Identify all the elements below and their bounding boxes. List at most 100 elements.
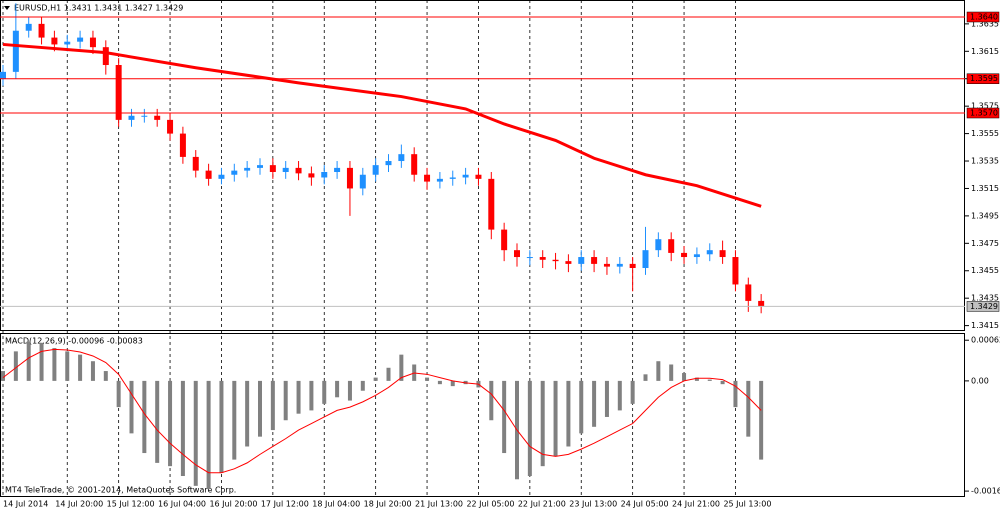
macd-bar <box>694 377 699 381</box>
macd-bar <box>206 380 211 490</box>
macd-bar <box>270 380 275 431</box>
candle-body <box>359 174 366 189</box>
candle-body <box>668 239 675 253</box>
candle-body <box>334 167 341 172</box>
macd-bar <box>65 351 70 381</box>
x-tick-label: 16 Jul 04:00 <box>158 500 206 509</box>
candle-body <box>603 263 610 267</box>
x-tick-label: 18 Jul 04:00 <box>312 500 360 509</box>
macd-bar <box>720 380 725 385</box>
macd-bar <box>309 380 314 411</box>
candle-body <box>565 261 572 264</box>
macd-bar <box>592 380 597 427</box>
macd-bar <box>540 380 545 467</box>
price-tag-label: 1.3429 <box>970 302 998 311</box>
macd-bar <box>168 380 173 467</box>
candle-body <box>732 257 739 285</box>
candle-body <box>591 257 598 264</box>
price-tag <box>966 73 1000 84</box>
candle-body <box>578 257 585 264</box>
macd-bar <box>450 380 455 387</box>
candle-body <box>552 259 559 262</box>
y-tick-label: 0.00062 <box>971 336 1000 345</box>
x-tick-label: 22 Jul 21:00 <box>518 500 566 509</box>
x-tick-label: 24 Jul 05:00 <box>621 500 669 509</box>
x-tick-label: 25 Jul 13:00 <box>723 500 771 509</box>
macd-title: MACD(12,26,9) -0.00096 -0.00083 <box>5 337 143 346</box>
y-tick-label: 1.3495 <box>971 211 999 220</box>
y-tick-label: 1.3415 <box>971 321 999 330</box>
macd-bar <box>78 354 83 381</box>
x-tick-label: 21 Jul 13:00 <box>415 500 463 509</box>
candle-body <box>218 174 225 179</box>
candle-body <box>385 161 392 166</box>
macd-bar <box>142 380 147 454</box>
x-tick-label: 18 Jul 20:00 <box>364 500 412 509</box>
candle-body <box>462 174 469 178</box>
candle-body <box>758 300 765 307</box>
candle-body <box>205 170 212 179</box>
y-tick-label: 1.3575 <box>971 102 999 111</box>
macd-bar <box>527 380 532 477</box>
macd-bar <box>399 354 404 381</box>
candle-body <box>308 173 315 178</box>
candle-body <box>141 115 148 117</box>
candle-body <box>372 165 379 175</box>
candle-body <box>436 178 443 182</box>
macd-bar <box>425 377 430 381</box>
candle-body <box>102 47 109 66</box>
candle-body <box>398 154 405 162</box>
macd-bar <box>283 380 288 421</box>
macd-bar <box>39 342 44 381</box>
macd-bar <box>322 380 327 404</box>
macd-bar <box>347 380 352 401</box>
macd-bar <box>759 380 764 460</box>
macd-bar <box>103 371 108 381</box>
macd-bar <box>296 380 301 414</box>
macd-bar <box>617 380 622 411</box>
y-tick-label: 1.3435 <box>971 294 999 303</box>
macd-bar <box>116 380 121 408</box>
macd-bar <box>258 380 262 437</box>
chart-title: EURUSD,H1 1.3431 1.3431 1.3427 1.3429 <box>14 4 183 13</box>
macd-bar <box>232 380 237 460</box>
x-tick-label: 15 Jul 12:00 <box>107 500 155 509</box>
x-tick-label: 16 Jul 20:00 <box>209 500 257 509</box>
y-tick-label: 1.3535 <box>971 157 999 166</box>
macd-bar <box>335 380 340 398</box>
candle-body <box>154 115 161 120</box>
x-tick-label: 14 Jul 20:00 <box>55 500 103 509</box>
candle-body <box>488 178 495 230</box>
y-tick-label: 1.3635 <box>971 19 999 28</box>
macd-bar <box>245 380 250 447</box>
macd-bar <box>669 364 674 381</box>
main-panel <box>0 0 965 331</box>
macd-bar <box>373 377 378 381</box>
macd-bar <box>52 348 57 381</box>
candle-body <box>616 263 623 267</box>
candle-body <box>655 239 662 251</box>
candle-body <box>526 257 533 259</box>
price-tag-label: 1.3640 <box>970 13 998 22</box>
macd-bar <box>437 380 442 385</box>
menu-arrow[interactable] <box>4 6 10 10</box>
macd-bar <box>1 371 5 381</box>
price-tag <box>966 107 1000 119</box>
y-tick-label: 1.3475 <box>971 239 999 248</box>
macd-bar <box>155 380 160 463</box>
macd-bar <box>180 380 185 477</box>
candle-body <box>38 23 45 38</box>
candle-body <box>282 167 289 172</box>
y-tick-label: 1.3455 <box>971 266 999 275</box>
y-tick-label: -0.00168 <box>971 487 1000 496</box>
macd-bar <box>630 380 635 404</box>
signal-line <box>2 348 762 474</box>
x-tick-label: 23 Jul 13:00 <box>569 500 617 509</box>
candle-body <box>706 250 713 255</box>
candle-body <box>115 65 122 120</box>
candle-body <box>12 30 19 72</box>
candle-body <box>167 119 174 134</box>
candle-body <box>745 284 752 301</box>
candle-body <box>257 165 263 168</box>
